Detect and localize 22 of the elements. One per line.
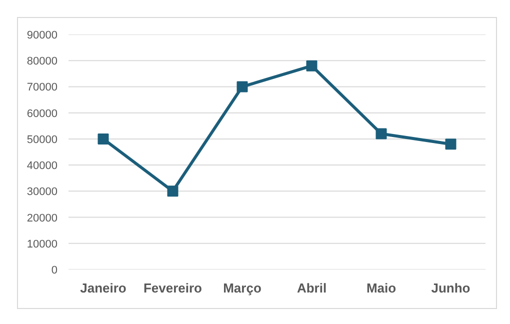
x-tick-label: Abril [296,280,327,296]
point [98,133,109,144]
y-tick-label: 90000 [26,30,58,42]
point [236,81,248,92]
x-tick-label: Maio [366,280,396,296]
point [306,60,318,72]
point [167,186,178,197]
y-tick-label: 80000 [26,56,58,68]
point [376,128,387,140]
y-tick-label: 40000 [26,160,58,172]
x-tick-label: Fevereiro [143,280,202,296]
x-tick-label: Junho [431,280,470,296]
y-tick-label: 20000 [26,212,58,224]
y-tick-label: 60000 [26,108,58,120]
y-tick-label: 10000 [26,238,58,250]
y-tick-label: 50000 [26,134,58,146]
x-tick-label: Março [223,280,262,296]
y-tick-label: 0 [51,264,58,276]
y-tick-label: 70000 [26,82,58,94]
x-tick-label: Janeiro [80,280,126,296]
y-tick-label: 30000 [26,186,58,198]
point [445,138,456,150]
